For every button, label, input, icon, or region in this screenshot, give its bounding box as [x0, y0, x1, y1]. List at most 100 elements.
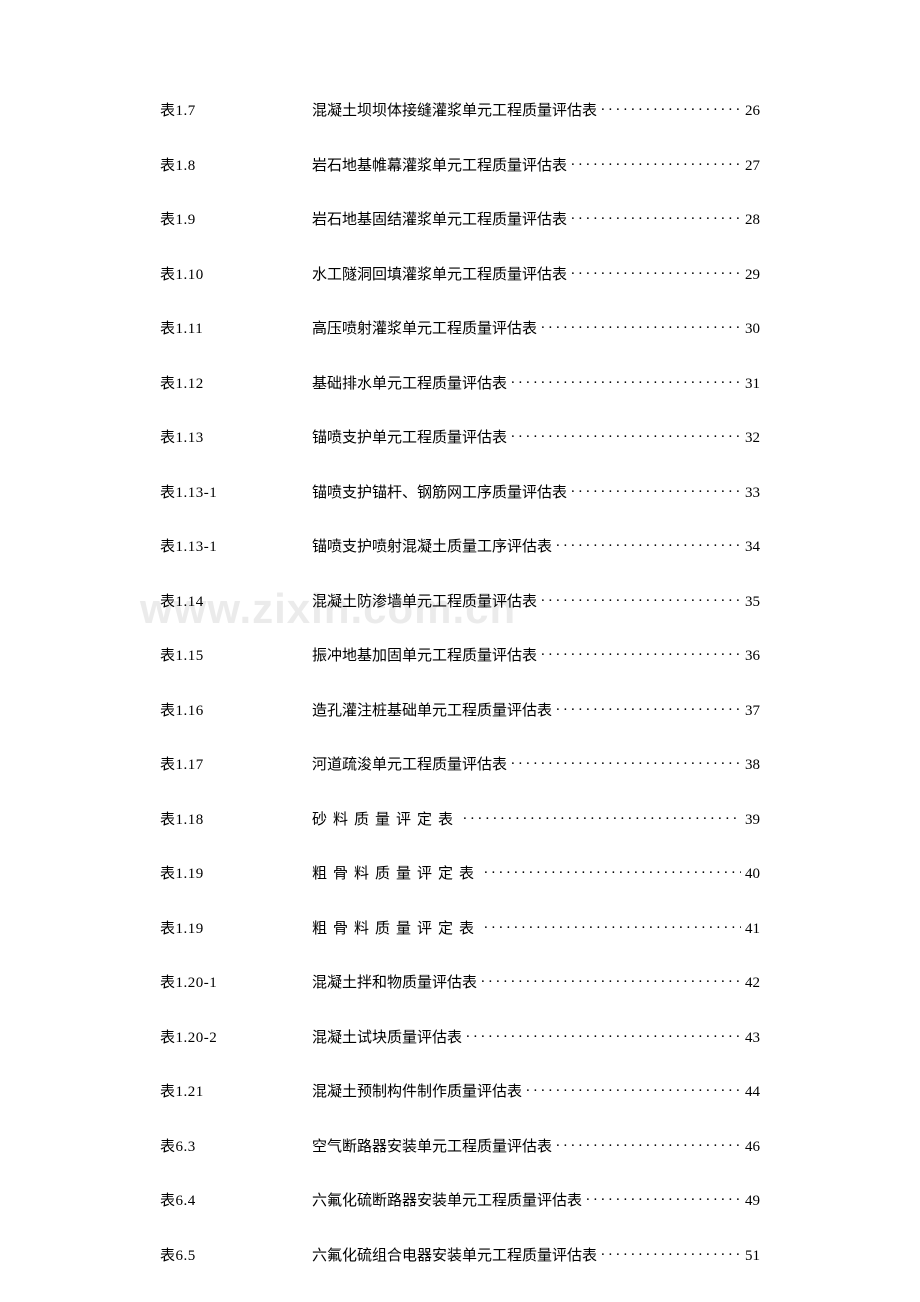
toc-title: 锚喷支护单元工程质量评估表	[312, 429, 507, 447]
toc-label: 表1.19	[160, 865, 312, 883]
toc-row: 表1.19粗骨料质量评定表 41	[160, 918, 760, 938]
toc-title: 粗骨料质量评定表	[312, 865, 480, 883]
toc-title: 粗骨料质量评定表	[312, 920, 480, 938]
toc-label: 表1.12	[160, 375, 312, 393]
toc-title: 水工隧洞回填灌浆单元工程质量评估表	[312, 266, 567, 284]
toc-label: 表1.8	[160, 157, 312, 175]
toc-page: 31	[745, 375, 760, 393]
toc-label: 表1.14	[160, 593, 312, 611]
toc-label: 表1.16	[160, 702, 312, 720]
toc-leader	[484, 863, 741, 878]
toc-leader	[571, 264, 741, 279]
toc-row: 表1.14混凝土防渗墙单元工程质量评估表 35	[160, 591, 760, 611]
toc-leader	[526, 1081, 741, 1096]
toc-label: 表6.4	[160, 1192, 312, 1210]
toc-page: 29	[745, 266, 760, 284]
toc-row: 表6.4六氟化硫断路器安装单元工程质量评估表 49	[160, 1190, 760, 1210]
toc-row: 表1.21混凝土预制构件制作质量评估表 44	[160, 1081, 760, 1101]
toc-page: 33	[745, 484, 760, 502]
toc-label: 表1.7	[160, 102, 312, 120]
toc-title: 空气断路器安装单元工程质量评估表	[312, 1138, 552, 1156]
toc-page: 37	[745, 702, 760, 720]
toc-row: 表1.13-1锚喷支护喷射混凝土质量工序评估表34	[160, 536, 760, 556]
toc-title: 岩石地基固结灌浆单元工程质量评估表	[312, 211, 567, 229]
toc-leader	[484, 918, 741, 933]
toc-label: 表1.21	[160, 1083, 312, 1101]
toc-leader	[556, 700, 741, 715]
toc-row: 表1.20-1混凝土拌和物质量评估表42	[160, 972, 760, 992]
toc-leader	[511, 373, 741, 388]
toc-leader	[541, 645, 741, 660]
toc-title: 混凝土试块质量评估表	[312, 1029, 462, 1047]
toc-title: 混凝土坝坝体接缝灌浆单元工程质量评估表	[312, 102, 597, 120]
toc-page: 51	[745, 1247, 760, 1265]
toc-container: 表1.7混凝土坝坝体接缝灌浆单元工程质量评估表 26 表1.8岩石地基帷幕灌浆单元工…	[160, 100, 760, 1265]
toc-row: 表1.20-2混凝土试块质量评估表 43	[160, 1027, 760, 1047]
toc-title: 锚喷支护锚杆、钢筋网工序质量评估表	[312, 484, 567, 502]
toc-leader	[586, 1190, 741, 1205]
toc-leader	[556, 536, 741, 551]
toc-row: 表1.19粗骨料质量评定表40	[160, 863, 760, 883]
toc-row: 表1.15振冲地基加固单元工程质量评估表36	[160, 645, 760, 665]
toc-title: 混凝土预制构件制作质量评估表	[312, 1083, 522, 1101]
toc-row: 表1.11高压喷射灌浆单元工程质量评估表30	[160, 318, 760, 338]
toc-row: 表1.7混凝土坝坝体接缝灌浆单元工程质量评估表 26	[160, 100, 760, 120]
toc-leader	[466, 1027, 741, 1042]
toc-label: 表6.3	[160, 1138, 312, 1156]
toc-leader	[556, 1136, 741, 1151]
toc-page: 35	[745, 593, 760, 611]
toc-label: 表6.5	[160, 1247, 312, 1265]
toc-page: 28	[745, 211, 760, 229]
toc-title: 六氟化硫断路器安装单元工程质量评估表	[312, 1192, 582, 1210]
toc-page: 30	[745, 320, 760, 338]
toc-row: 表1.10水工隧洞回填灌浆单元工程质量评估表 29	[160, 264, 760, 284]
toc-leader	[511, 427, 741, 442]
toc-title: 高压喷射灌浆单元工程质量评估表	[312, 320, 537, 338]
toc-row: 表1.16造孔灌注桩基础单元工程质量评估表37	[160, 700, 760, 720]
toc-row: 表1.9岩石地基固结灌浆单元工程质量评估表 28	[160, 209, 760, 229]
toc-leader	[481, 972, 741, 987]
toc-leader	[571, 209, 741, 224]
toc-leader	[541, 318, 741, 333]
toc-row: 表1.8岩石地基帷幕灌浆单元工程质量评估表 27	[160, 155, 760, 175]
toc-page: 26	[745, 102, 760, 120]
toc-leader	[601, 100, 741, 115]
toc-page: 41	[745, 920, 760, 938]
toc-label: 表1.13-1	[160, 538, 312, 556]
toc-page: 38	[745, 756, 760, 774]
toc-page: 32	[745, 429, 760, 447]
toc-label: 表1.19	[160, 920, 312, 938]
toc-label: 表1.20-1	[160, 974, 312, 992]
toc-page: 49	[745, 1192, 760, 1210]
toc-label: 表1.18	[160, 811, 312, 829]
toc-row: 表1.12基础排水单元工程质量评估表31	[160, 373, 760, 393]
toc-row: 表1.13锚喷支护单元工程质量评估表32	[160, 427, 760, 447]
toc-row: 表1.13-1锚喷支护锚杆、钢筋网工序质量评估表 33	[160, 482, 760, 502]
toc-leader	[541, 591, 741, 606]
toc-title: 六氟化硫组合电器安装单元工程质量评估表	[312, 1247, 597, 1265]
toc-row: 表1.18砂料质量评定表 39	[160, 809, 760, 829]
toc-page: 43	[745, 1029, 760, 1047]
toc-page: 39	[745, 811, 760, 829]
toc-leader	[601, 1245, 741, 1260]
toc-leader	[511, 754, 741, 769]
toc-label: 表1.20-2	[160, 1029, 312, 1047]
toc-title: 振冲地基加固单元工程质量评估表	[312, 647, 537, 665]
toc-title: 岩石地基帷幕灌浆单元工程质量评估表	[312, 157, 567, 175]
toc-title: 砂料质量评定表	[312, 811, 459, 829]
toc-page: 46	[745, 1138, 760, 1156]
toc-label: 表1.15	[160, 647, 312, 665]
toc-page: 42	[745, 974, 760, 992]
toc-label: 表1.9	[160, 211, 312, 229]
toc-title: 锚喷支护喷射混凝土质量工序评估表	[312, 538, 552, 556]
toc-label: 表1.17	[160, 756, 312, 774]
toc-leader	[571, 155, 741, 170]
toc-title: 混凝土防渗墙单元工程质量评估表	[312, 593, 537, 611]
toc-page: 44	[745, 1083, 760, 1101]
toc-title: 河道疏浚单元工程质量评估表	[312, 756, 507, 774]
toc-page: 27	[745, 157, 760, 175]
toc-label: 表1.13-1	[160, 484, 312, 502]
toc-label: 表1.10	[160, 266, 312, 284]
toc-row: 表1.17河道疏浚单元工程质量评估表 38	[160, 754, 760, 774]
toc-leader	[463, 809, 741, 824]
